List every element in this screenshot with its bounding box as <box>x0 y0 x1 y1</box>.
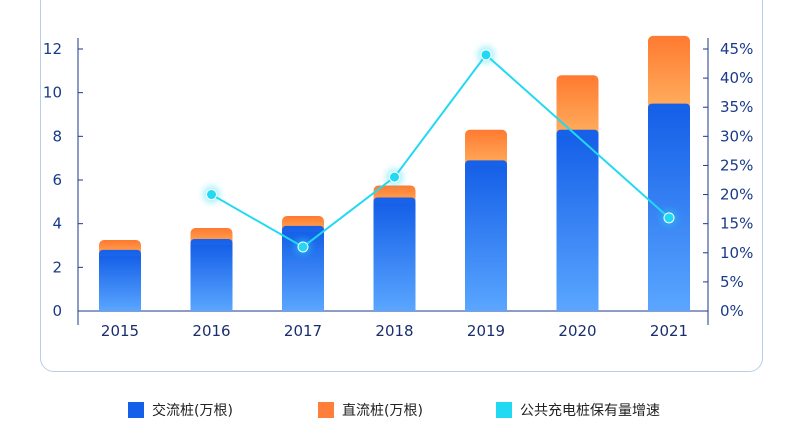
bar-ac-body-2018 <box>373 203 416 311</box>
growth-point-2017 <box>297 241 309 253</box>
left-axis-tick-label: 10 <box>43 84 62 102</box>
growth-point-2016 <box>206 189 217 201</box>
x-axis-tick-label: 2019 <box>467 322 505 340</box>
legend-item-dc: 直流桩(万根) <box>318 400 423 420</box>
legend-swatch-growth <box>496 402 512 418</box>
growth-line <box>211 53 670 249</box>
legend-label-ac: 交流桩(万根) <box>152 403 233 419</box>
left-y-axis: 0 2 4 6 8 10 12 <box>43 38 83 325</box>
left-axis-tick-label: 12 <box>43 40 62 58</box>
legend-item-growth: 公共充电桩保有量增速 <box>496 400 660 420</box>
left-axis-tick-label: 6 <box>52 171 62 189</box>
legend-swatch-ac <box>128 402 144 418</box>
bar-group <box>99 35 690 311</box>
left-axis-tick-label: 4 <box>52 215 62 233</box>
bar-dc-2021 <box>648 35 690 112</box>
right-y-axis: 0% 5% 10% 15% 20% 25% 30% 35% 40% 45% <box>703 38 753 325</box>
legend-label-growth: 公共充电桩保有量增速 <box>520 403 660 419</box>
right-axis-tick-label: 0% <box>720 302 744 320</box>
legend-swatch-dc <box>318 402 334 418</box>
bar-dc-2020 <box>556 75 599 138</box>
chart-frame <box>40 0 763 372</box>
right-axis-tick-label: 25% <box>720 156 753 174</box>
left-axis-tick-label: 2 <box>52 258 62 276</box>
bar-ac-body-2015 <box>99 255 141 311</box>
x-axis: 2015 2016 2017 2018 2019 2020 2021 <box>78 310 708 340</box>
legend-label-dc: 直流桩(万根) <box>342 403 423 419</box>
right-axis-tick-label: 15% <box>720 215 753 233</box>
x-axis-tick-label: 2017 <box>284 322 322 340</box>
x-axis-tick-label: 2020 <box>558 322 596 340</box>
legend: 交流桩(万根) 直流桩(万根) 公共充电桩保有量增速 <box>0 400 800 426</box>
bar-dc-2019 <box>465 129 507 169</box>
growth-point-2018 <box>389 171 400 183</box>
bar-ac-body-2020 <box>556 135 599 311</box>
bar-ac-body-2016 <box>190 244 233 311</box>
right-axis-tick-label: 40% <box>720 69 753 87</box>
bar-ac-body-2019 <box>465 166 507 311</box>
growth-point-2021 <box>663 212 675 224</box>
x-axis-tick-label: 2018 <box>375 322 413 340</box>
growth-point-2019 <box>480 49 492 61</box>
x-axis-tick-label: 2016 <box>192 322 230 340</box>
legend-item-ac: 交流桩(万根) <box>128 400 233 420</box>
x-axis-tick-label: 2021 <box>650 322 688 340</box>
right-axis-tick-label: 45% <box>720 40 753 58</box>
right-axis-tick-label: 20% <box>720 186 753 204</box>
x-axis-tick-label: 2015 <box>101 322 139 340</box>
growth-line-layer <box>202 45 678 256</box>
left-axis-tick-label: 8 <box>52 127 62 145</box>
right-axis-tick-label: 10% <box>720 244 753 262</box>
right-axis-tick-label: 5% <box>720 273 744 291</box>
right-axis-tick-label: 30% <box>720 127 753 145</box>
right-axis-tick-label: 35% <box>720 98 753 116</box>
left-axis-tick-label: 0 <box>52 302 62 320</box>
